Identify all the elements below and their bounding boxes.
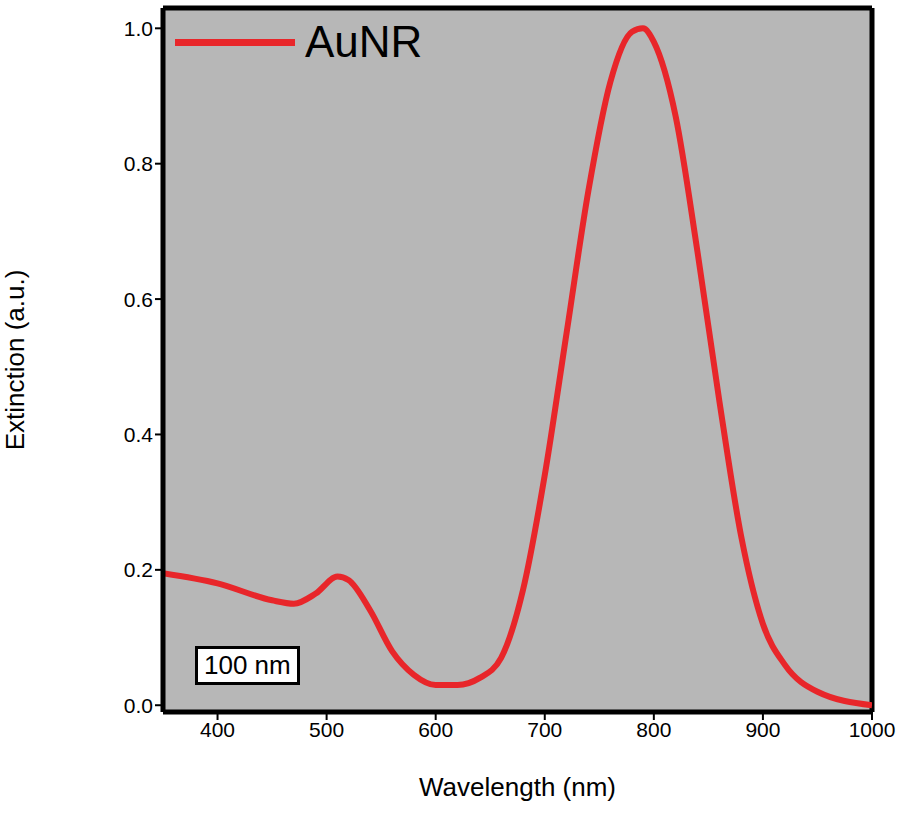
svg-text:800: 800	[636, 718, 671, 741]
html-text:AuNR: AuNR	[305, 17, 423, 66]
svg-text:400: 400	[200, 718, 235, 741]
svg-text:0.2: 0.2	[124, 558, 153, 581]
html-text:100 nm: 100 nm	[204, 650, 291, 680]
svg-text:700: 700	[527, 718, 562, 741]
svg-text:Extinction (a.u.): Extinction (a.u.)	[0, 270, 30, 451]
svg-text:1000: 1000	[849, 718, 896, 741]
svg-text:600: 600	[418, 718, 453, 741]
svg-text:900: 900	[745, 718, 780, 741]
svg-text:0.6: 0.6	[124, 288, 153, 311]
svg-text:0.0: 0.0	[124, 694, 153, 717]
svg-text:Wavelength (nm): Wavelength (nm)	[419, 772, 616, 802]
svg-text:1.0: 1.0	[124, 17, 153, 40]
svg-text:0.4: 0.4	[124, 423, 154, 446]
svg-text:500: 500	[309, 718, 344, 741]
svg-text:0.8: 0.8	[124, 152, 153, 175]
